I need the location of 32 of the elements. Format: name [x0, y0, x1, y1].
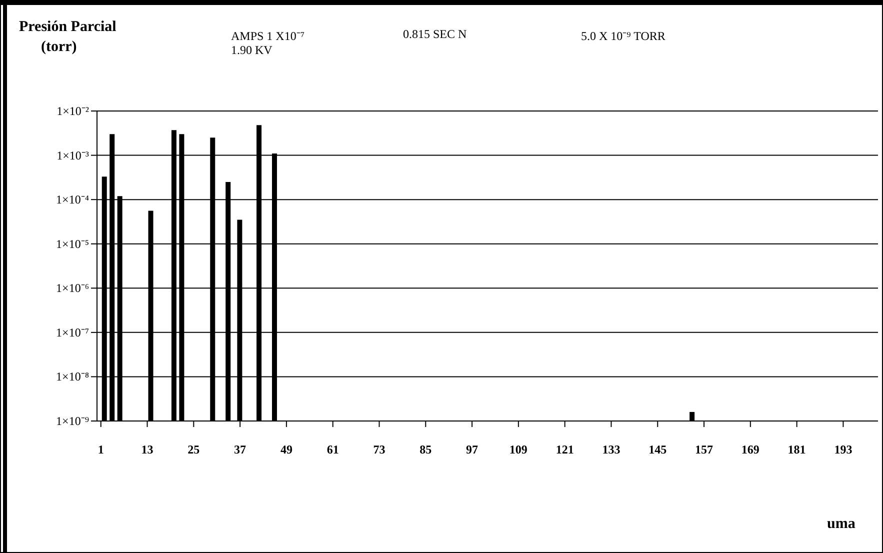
y-tick-label: 1×10⁻⁵: [56, 236, 89, 251]
x-tick-label: 157: [695, 442, 714, 457]
y-tick-label: 1×10⁻⁹: [56, 414, 89, 428]
text: 1.90 KV: [231, 43, 272, 58]
y-tick-label: 1×10⁻⁸: [56, 370, 89, 384]
chart-title: Presión Parcial: [19, 19, 116, 36]
x-tick-label: 73: [373, 442, 386, 457]
x-tick-label: 169: [741, 442, 760, 457]
y-tick-label: 1×10⁻⁴: [56, 192, 89, 207]
x-tick-label: 37: [234, 442, 246, 457]
x-tick-label: 145: [648, 442, 667, 457]
text: 0.815 SEC N: [403, 27, 467, 42]
x-tick-label: 61: [326, 442, 339, 457]
x-tick-label: 109: [509, 442, 528, 457]
text: AMPS 1 X10⁻⁷: [231, 28, 305, 44]
x-tick-label: 85: [420, 442, 432, 457]
x-tick-label: 1: [98, 442, 104, 457]
x-tick-label: 97: [466, 442, 478, 457]
y-tick-label: 1×10⁻⁶: [56, 281, 89, 296]
x-tick-label: 181: [788, 442, 806, 457]
x-axis-title: uma: [827, 516, 856, 533]
x-tick-label: 193: [834, 442, 852, 457]
y-axis-title: (torr): [41, 39, 77, 56]
y-tick-label: 1×10⁻⁷: [56, 325, 89, 340]
x-tick-label: 13: [141, 442, 154, 457]
text: 5.0 X 10⁻⁹ TORR: [581, 28, 666, 44]
x-tick-label: 133: [602, 442, 620, 457]
x-tick-label: 25: [188, 442, 200, 457]
y-tick-label: 1×10⁻²: [56, 104, 90, 118]
y-tick-label: 1×10⁻³: [56, 148, 90, 162]
x-tick-label: 121: [556, 442, 574, 457]
x-tick-label: 49: [280, 442, 292, 457]
